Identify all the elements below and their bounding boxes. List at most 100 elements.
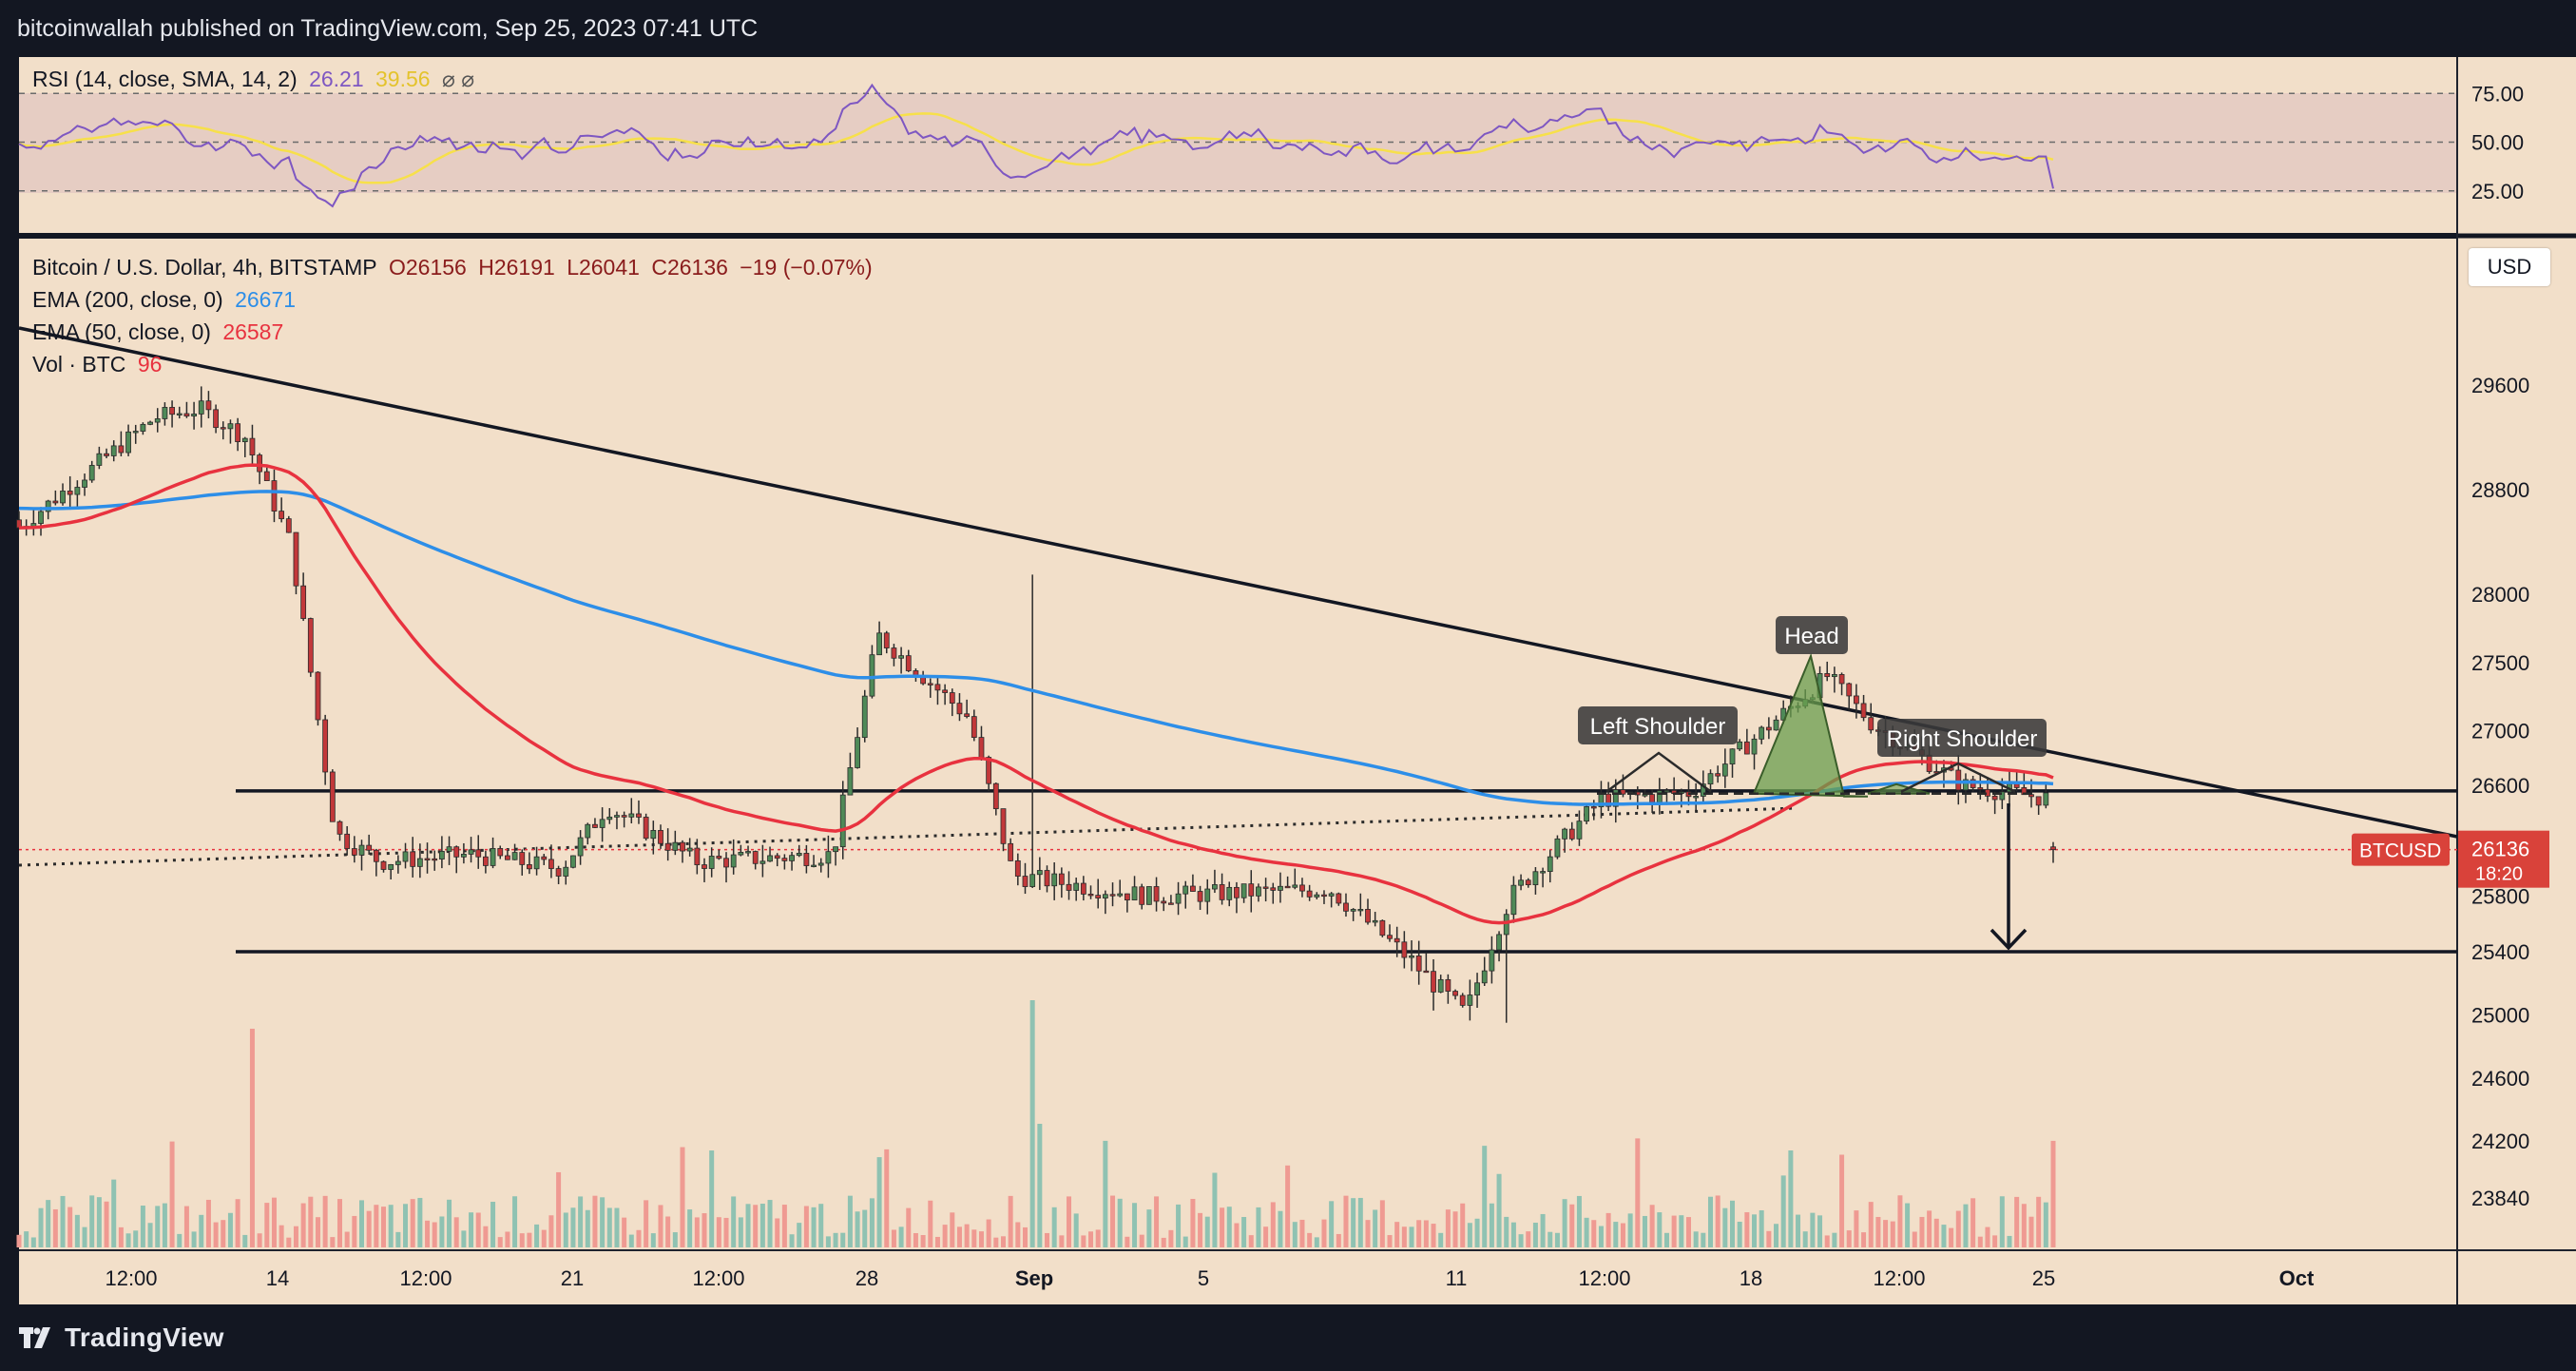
candle-body: [1540, 871, 1546, 874]
symbol-name[interactable]: Bitcoin / U.S. Dollar, 4h, BITSTAMP: [32, 255, 377, 280]
candle-body: [847, 767, 854, 796]
candle-body: [1431, 971, 1436, 993]
volume-bar: [825, 1236, 831, 1247]
volume-bar: [636, 1229, 642, 1247]
candle-body: [1554, 838, 1561, 858]
volume-bar: [1774, 1224, 1779, 1247]
candle-body: [1409, 956, 1414, 958]
candle-body: [956, 703, 963, 715]
volume-bar: [1220, 1207, 1225, 1247]
symbol-legend: Bitcoin / U.S. Dollar, 4h, BITSTAMP O261…: [32, 255, 878, 280]
volume-bar: [1663, 1232, 1669, 1247]
volume-bar: [1000, 1236, 1006, 1247]
volume-bar: [1540, 1213, 1546, 1247]
candle-body: [1510, 884, 1517, 916]
volume-bar: [585, 1209, 590, 1247]
candle-body: [125, 431, 131, 454]
volume-bar: [534, 1224, 540, 1247]
volume-bar: [366, 1210, 372, 1247]
candle-body: [1379, 919, 1386, 937]
ema50-label: EMA (50, close, 0): [32, 319, 211, 344]
candle-body: [1854, 695, 1859, 705]
volume-bar: [548, 1215, 554, 1247]
volume-bar: [1248, 1235, 1254, 1247]
currency-button[interactable]: USD: [2469, 248, 2550, 286]
candle-body: [774, 855, 780, 859]
candle-body: [140, 423, 146, 432]
candle-body: [606, 816, 613, 821]
candle-body: [1737, 741, 1743, 750]
candle-body: [1459, 994, 1466, 1006]
ohlc-open: O26156: [388, 255, 467, 280]
volume-bar: [1912, 1231, 1917, 1247]
volume-legend[interactable]: Vol · BTC 96: [32, 352, 167, 377]
volume-bar: [1125, 1236, 1130, 1247]
rsi-tick-label: 50.00: [2471, 131, 2524, 155]
volume-bar: [527, 1232, 532, 1247]
candle-body: [432, 858, 438, 861]
volume-layer: [16, 1000, 2056, 1247]
volume-bar: [2050, 1140, 2056, 1247]
volume-bar: [1379, 1200, 1385, 1247]
candle-body: [446, 846, 452, 852]
volume-bar: [840, 1232, 846, 1247]
candle-body: [1999, 791, 2006, 801]
volume-bar: [1452, 1211, 1458, 1247]
candle-body: [1008, 842, 1014, 861]
volume-bar: [1613, 1222, 1619, 1247]
candle-body: [781, 858, 788, 861]
volume-bar: [1045, 1232, 1050, 1247]
candle-body: [839, 794, 846, 848]
candle-body: [563, 866, 569, 877]
volume-bar: [1518, 1234, 1524, 1247]
ema200-legend[interactable]: EMA (200, close, 0) 26671: [32, 287, 301, 313]
candle-body: [183, 413, 190, 417]
candle-body: [1860, 703, 1867, 719]
volume-bar: [1307, 1232, 1313, 1247]
candle-body: [738, 852, 744, 856]
volume-bar: [1460, 1203, 1466, 1247]
candle-body: [88, 465, 95, 481]
candle-body: [162, 407, 168, 419]
candle-body: [716, 856, 722, 859]
volume-bar: [1336, 1233, 1341, 1247]
tradingview-logo-icon[interactable]: [19, 1327, 55, 1348]
candle-body: [1751, 738, 1758, 755]
candle-body: [964, 713, 971, 718]
last-price-label: 26136: [2471, 838, 2529, 861]
symbol-tag-box: [2352, 833, 2450, 866]
volume-bar: [1671, 1215, 1677, 1247]
candle-body: [752, 851, 759, 864]
volume-bar: [1955, 1210, 1961, 1247]
volume-bar: [1722, 1207, 1728, 1247]
candle-body: [300, 585, 307, 619]
time-tick-label: 11: [1446, 1266, 1468, 1290]
candle-body: [876, 632, 882, 656]
candle-body: [898, 655, 905, 659]
ohlc-high: H26191: [478, 255, 555, 280]
ema50-legend[interactable]: EMA (50, close, 0) 26587: [32, 319, 289, 345]
candle-body: [227, 423, 234, 430]
volume-bar: [104, 1201, 109, 1247]
volume-bar: [628, 1234, 634, 1247]
candle-body: [1029, 874, 1036, 887]
footer-brand[interactable]: TradingView: [65, 1323, 224, 1352]
rsi-value: 26.21: [309, 67, 364, 91]
volume-bar: [1927, 1210, 1932, 1247]
volume-bar: [1088, 1231, 1094, 1247]
candle-body: [942, 689, 949, 693]
volume-bar: [811, 1207, 817, 1247]
volume-bar: [469, 1212, 474, 1247]
candle-body: [803, 853, 810, 866]
volume-bar: [723, 1217, 729, 1247]
volume-bar: [971, 1229, 977, 1247]
volume-bar: [1933, 1218, 1939, 1247]
candle-body: [789, 855, 795, 861]
volume-bar: [1059, 1235, 1065, 1247]
candle-body: [1256, 886, 1261, 897]
volume-bar: [60, 1195, 66, 1247]
ema50-line: [18, 463, 2054, 925]
volume-bar: [381, 1207, 387, 1247]
candle-body: [1963, 779, 1969, 791]
